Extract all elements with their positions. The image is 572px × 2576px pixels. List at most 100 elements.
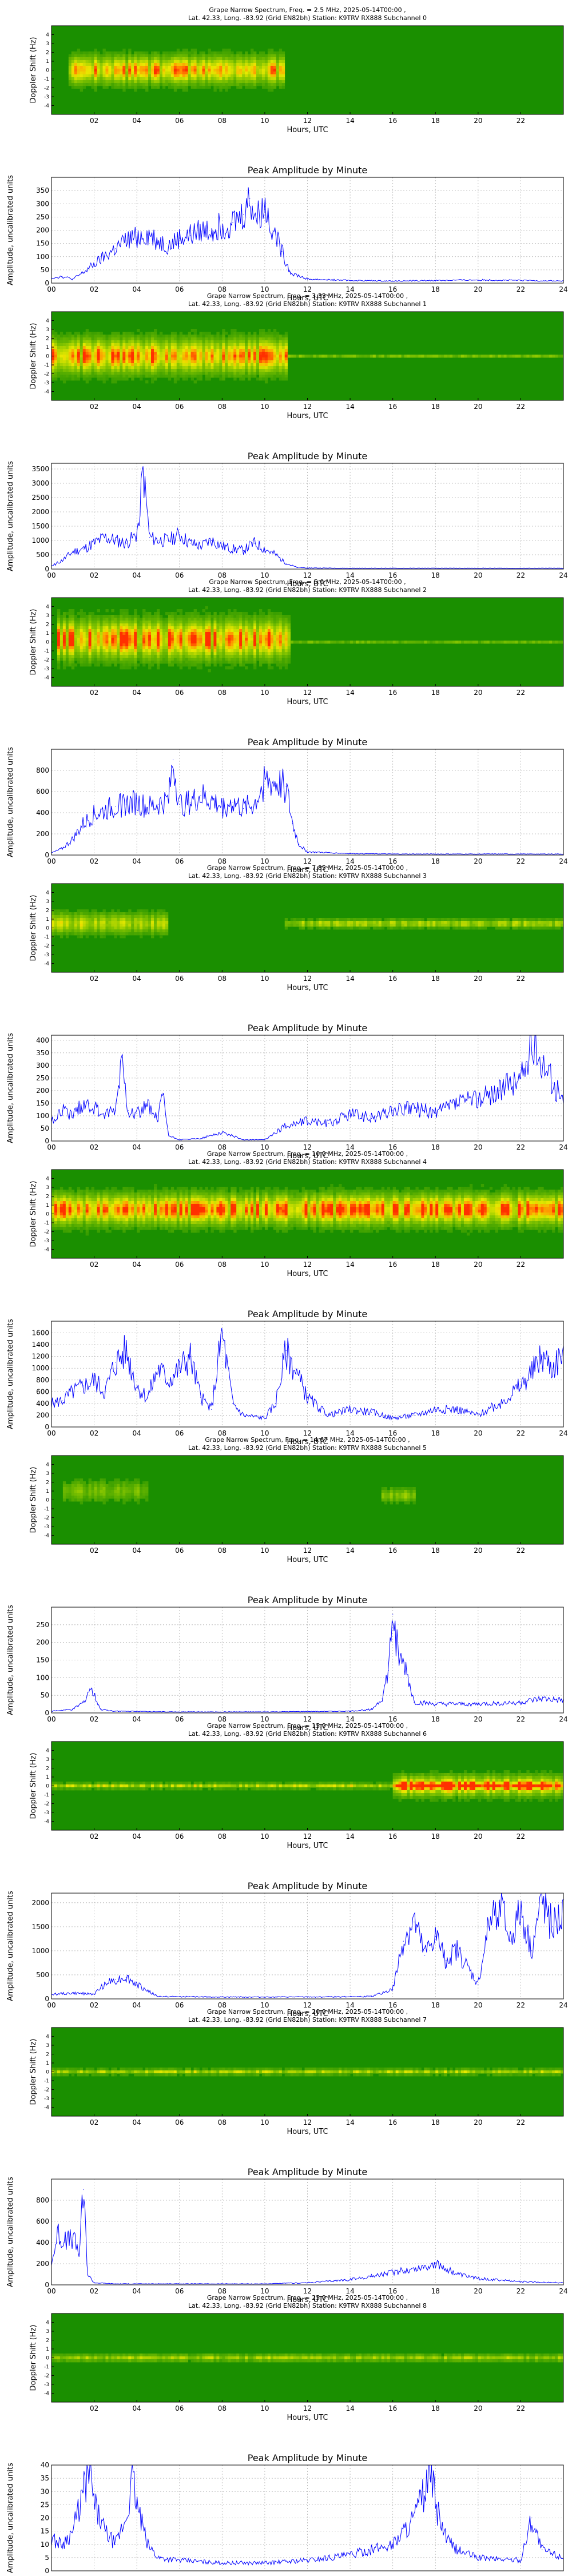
spectrogram-cell bbox=[276, 66, 279, 69]
spectrogram-cell bbox=[253, 638, 256, 641]
spectrogram-cell bbox=[145, 929, 148, 932]
spectrogram-cell bbox=[444, 641, 447, 643]
spectrogram-cell bbox=[251, 375, 253, 377]
spectrogram-cell bbox=[285, 352, 288, 355]
spectrogram-cell bbox=[205, 646, 208, 649]
spectrogram-cell bbox=[174, 363, 177, 366]
spectrogram-cell bbox=[305, 355, 308, 357]
spectrogram-cell bbox=[259, 649, 262, 652]
spectrogram-cell bbox=[108, 649, 111, 652]
spectrogram-ylabel: Doppler Shift (Hz) bbox=[29, 323, 38, 389]
spectrogram-cell bbox=[105, 51, 108, 54]
spectrogram-cell bbox=[69, 375, 72, 377]
spectrogram-cell bbox=[362, 927, 364, 929]
spectrogram-cell bbox=[276, 51, 279, 54]
spectrogram-cell bbox=[154, 343, 157, 346]
spectrogram-cell bbox=[157, 929, 160, 932]
spectrogram-cell bbox=[225, 63, 228, 66]
spectrogram-cell bbox=[282, 355, 285, 357]
spectrogram-cell bbox=[66, 932, 69, 935]
spectrogram-cell bbox=[57, 635, 60, 638]
spectrogram-cell bbox=[142, 612, 145, 615]
spectrogram-cell bbox=[145, 918, 148, 921]
spectrogram-cell bbox=[83, 629, 86, 632]
spectrogram-cell bbox=[316, 927, 319, 929]
spectrogram-cell bbox=[319, 921, 321, 924]
spectrogram-cell bbox=[177, 663, 180, 666]
spectrogram-cell bbox=[239, 652, 242, 655]
spectrogram-cell bbox=[165, 69, 168, 71]
spectrogram-cell bbox=[210, 77, 213, 80]
spectrogram-cell bbox=[259, 357, 262, 360]
spectrogram-cell bbox=[291, 641, 293, 643]
spectrogram-cell bbox=[180, 360, 182, 363]
spectrogram-cell bbox=[66, 363, 69, 366]
spectrogram-cell bbox=[216, 638, 219, 641]
spectrogram-cell bbox=[333, 355, 336, 357]
spectrogram-cell bbox=[180, 635, 182, 638]
spectrogram-cell bbox=[114, 629, 117, 632]
spectrogram-cell bbox=[128, 60, 131, 63]
spectrogram-cell bbox=[86, 375, 89, 377]
spectrogram-cell bbox=[77, 912, 80, 915]
spectrogram-cell bbox=[231, 329, 233, 332]
spectrogram-cell bbox=[86, 340, 89, 343]
spectrogram-cell bbox=[373, 921, 376, 924]
spectrogram-cell bbox=[427, 355, 430, 357]
spectrogram-cell bbox=[248, 621, 251, 623]
spectrogram-cell bbox=[114, 932, 117, 935]
spectrogram-cell bbox=[105, 629, 108, 632]
amplitude-data-point bbox=[307, 279, 308, 280]
spectrogram-cell bbox=[262, 661, 265, 663]
spectrogram-cell bbox=[194, 629, 197, 632]
spectrogram-cell bbox=[137, 649, 140, 652]
spectrogram-cell bbox=[399, 641, 402, 643]
spectrogram-cell bbox=[114, 343, 117, 346]
spectrogram-cell bbox=[265, 629, 268, 632]
spectrogram-cell bbox=[77, 77, 80, 80]
spectrogram-cell bbox=[74, 912, 77, 915]
spectrogram-cell bbox=[114, 366, 117, 369]
spectrogram-cell bbox=[367, 355, 370, 357]
spectrogram-cell bbox=[145, 77, 148, 80]
spectrogram-cell bbox=[253, 623, 256, 626]
spectrogram-cell bbox=[265, 621, 268, 623]
spectrogram-cell bbox=[210, 626, 213, 629]
spectrogram-cell bbox=[103, 369, 106, 372]
spectrogram-cell bbox=[239, 658, 242, 661]
spectrogram-cell bbox=[60, 372, 63, 375]
spectrogram-cell bbox=[111, 343, 114, 346]
spectrogram-cell bbox=[57, 626, 60, 629]
spectrogram-cell bbox=[105, 343, 108, 346]
spectrogram-cell bbox=[256, 618, 259, 621]
spectrogram-cell bbox=[200, 658, 202, 661]
spectrogram-cell bbox=[256, 346, 259, 349]
spectrogram-cell bbox=[185, 60, 188, 63]
spectrogram-cell bbox=[210, 372, 213, 375]
spectrogram-cell bbox=[60, 363, 63, 366]
spectrogram-cell bbox=[131, 346, 134, 349]
spectrogram-cell bbox=[142, 63, 145, 66]
spectrogram-cell bbox=[72, 663, 74, 666]
spectrogram-cell bbox=[319, 355, 321, 357]
spectrogram-cell bbox=[210, 357, 213, 360]
spectrogram-cell bbox=[151, 663, 154, 666]
amplitude-data-point bbox=[435, 568, 436, 569]
spectrogram-cell bbox=[202, 54, 205, 57]
spectrogram-cell bbox=[216, 649, 219, 652]
spectrogram-cell bbox=[231, 366, 233, 369]
spectrogram-cell bbox=[185, 652, 188, 655]
spectrogram-cell bbox=[60, 332, 63, 335]
spectrogram-cell bbox=[182, 635, 185, 638]
spectrogram-cell bbox=[160, 658, 162, 661]
spectrogram-cell bbox=[165, 612, 168, 615]
spectrogram-cell bbox=[251, 626, 253, 629]
spectrogram-cell bbox=[197, 629, 200, 632]
spectrogram-cell bbox=[546, 355, 549, 357]
spectrogram-cell bbox=[108, 632, 111, 635]
spectrogram-cell bbox=[182, 51, 185, 54]
spectrogram-cell bbox=[154, 377, 157, 380]
spectrogram-cell bbox=[182, 649, 185, 652]
spectrogram-cell bbox=[125, 360, 128, 363]
spectrogram-cell bbox=[245, 83, 248, 86]
